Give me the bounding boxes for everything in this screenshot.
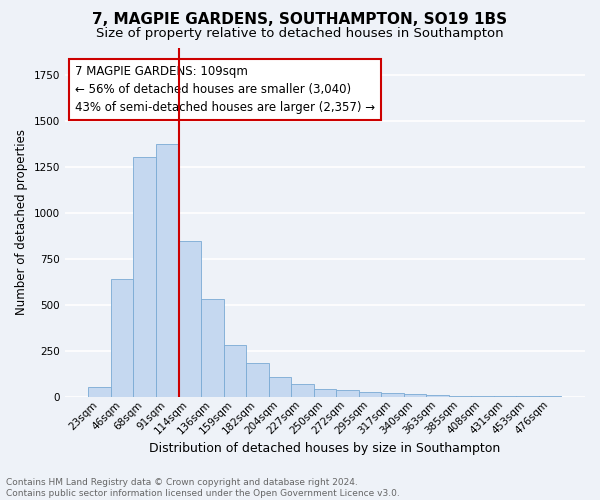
Bar <box>246 363 269 397</box>
Bar <box>494 396 517 397</box>
Bar <box>359 392 381 397</box>
Text: Contains HM Land Registry data © Crown copyright and database right 2024.
Contai: Contains HM Land Registry data © Crown c… <box>6 478 400 498</box>
Bar <box>449 396 471 397</box>
Bar <box>381 393 404 397</box>
Bar <box>201 300 224 397</box>
Bar <box>133 157 156 397</box>
Bar <box>314 390 336 397</box>
Y-axis label: Number of detached properties: Number of detached properties <box>15 129 28 315</box>
Bar <box>224 346 246 397</box>
Bar <box>269 377 291 397</box>
X-axis label: Distribution of detached houses by size in Southampton: Distribution of detached houses by size … <box>149 442 500 455</box>
Bar <box>156 144 179 397</box>
Bar <box>111 279 133 397</box>
Bar <box>426 394 449 397</box>
Bar <box>517 396 539 397</box>
Bar <box>539 396 562 397</box>
Bar <box>404 394 426 397</box>
Text: 7, MAGPIE GARDENS, SOUTHAMPTON, SO19 1BS: 7, MAGPIE GARDENS, SOUTHAMPTON, SO19 1BS <box>92 12 508 28</box>
Text: 7 MAGPIE GARDENS: 109sqm
← 56% of detached houses are smaller (3,040)
43% of sem: 7 MAGPIE GARDENS: 109sqm ← 56% of detach… <box>75 65 376 114</box>
Bar <box>179 241 201 397</box>
Bar <box>471 396 494 397</box>
Bar <box>336 390 359 397</box>
Bar <box>88 386 111 397</box>
Text: Size of property relative to detached houses in Southampton: Size of property relative to detached ho… <box>96 28 504 40</box>
Bar <box>291 384 314 397</box>
